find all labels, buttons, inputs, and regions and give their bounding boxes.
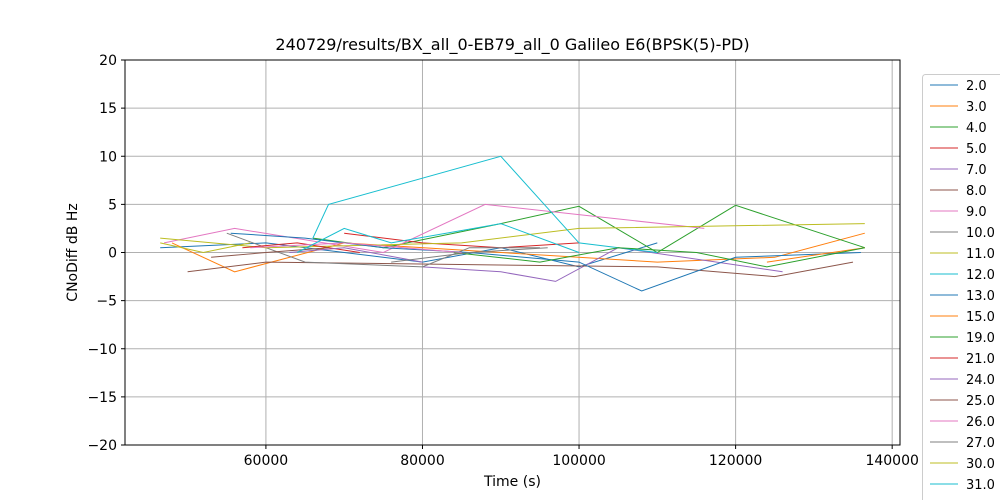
x-tick-label: 60000 — [244, 453, 289, 469]
series-line-10.0 — [226, 232, 540, 268]
series-line-21.0 — [242, 242, 360, 253]
x-tick-label: 80000 — [400, 453, 445, 469]
legend-label: 3.0 — [966, 100, 987, 115]
y-tick-label: −5 — [96, 294, 117, 310]
series-line-7.0 — [422, 247, 783, 282]
y-tick-label: 0 — [108, 246, 117, 262]
legend-label: 19.0 — [966, 331, 995, 346]
series-line-19.0 — [453, 247, 865, 268]
legend-label: 9.0 — [966, 205, 987, 220]
legend-label: 8.0 — [966, 184, 987, 199]
series-line-24.0 — [289, 247, 423, 263]
legend-label: 27.0 — [966, 436, 995, 451]
legend-label: 24.0 — [966, 373, 995, 388]
legend-label: 21.0 — [966, 352, 995, 367]
series-line-26.0 — [250, 242, 462, 253]
y-tick-label: −15 — [87, 390, 117, 406]
series-line-31.0 — [296, 223, 580, 253]
y-tick-label: −10 — [87, 342, 117, 358]
y-tick-label: 20 — [99, 53, 117, 69]
ticks: 60000 80000 100000 120000 140000 −20 −15 −10 −5 0… — [87, 53, 918, 469]
series-layer — [160, 155, 865, 292]
legend-label: 30.0 — [966, 457, 995, 472]
legend-label: 5.0 — [966, 142, 987, 157]
series-line-12.0 — [312, 155, 658, 253]
series-line-30.0 — [160, 242, 251, 254]
y-axis-label: CNoDiff dB Hz — [65, 203, 81, 301]
legend-label: 26.0 — [966, 415, 995, 430]
legend-label: 7.0 — [966, 163, 987, 178]
series-line-5.0 — [344, 232, 580, 249]
series-line-11.0 — [160, 223, 865, 249]
series-line-27.0 — [391, 247, 548, 263]
legend-label: 2.0 — [966, 79, 987, 94]
legend-label: 4.0 — [966, 121, 987, 136]
y-tick-label: 15 — [99, 101, 117, 117]
series-line-8.0 — [187, 261, 854, 278]
legend-label: 10.0 — [966, 226, 995, 241]
legend-box — [922, 74, 1000, 500]
series-line-13.0 — [230, 232, 861, 292]
series-line-9.0 — [163, 203, 705, 254]
legend-label: 15.0 — [966, 310, 995, 325]
x-tick-label: 120000 — [709, 453, 762, 469]
series-line-3.0 — [171, 232, 865, 273]
y-tick-label: 5 — [108, 197, 117, 213]
legend-label: 11.0 — [966, 247, 995, 262]
series-line-15.0 — [766, 247, 865, 263]
legend-label: 12.0 — [966, 268, 995, 283]
series-line-25.0 — [211, 247, 329, 258]
chart-title: 240729/results/BX_all_0-EB79_all_0 Galil… — [275, 35, 749, 55]
x-axis-label: Time (s) — [483, 474, 541, 490]
x-tick-label: 100000 — [552, 453, 605, 469]
y-tick-label: −20 — [87, 438, 117, 454]
x-tick-label: 140000 — [865, 453, 918, 469]
legend: 2.0 3.0 4.0 5.0 7.0 8.0 9.0 10.0 11.0 12.0 13.0 15.… — [922, 74, 1000, 500]
legend-label: 25.0 — [966, 394, 995, 409]
y-tick-label: 10 — [99, 149, 117, 165]
legend-label: 13.0 — [966, 289, 995, 304]
legend-label: 31.0 — [966, 478, 995, 493]
